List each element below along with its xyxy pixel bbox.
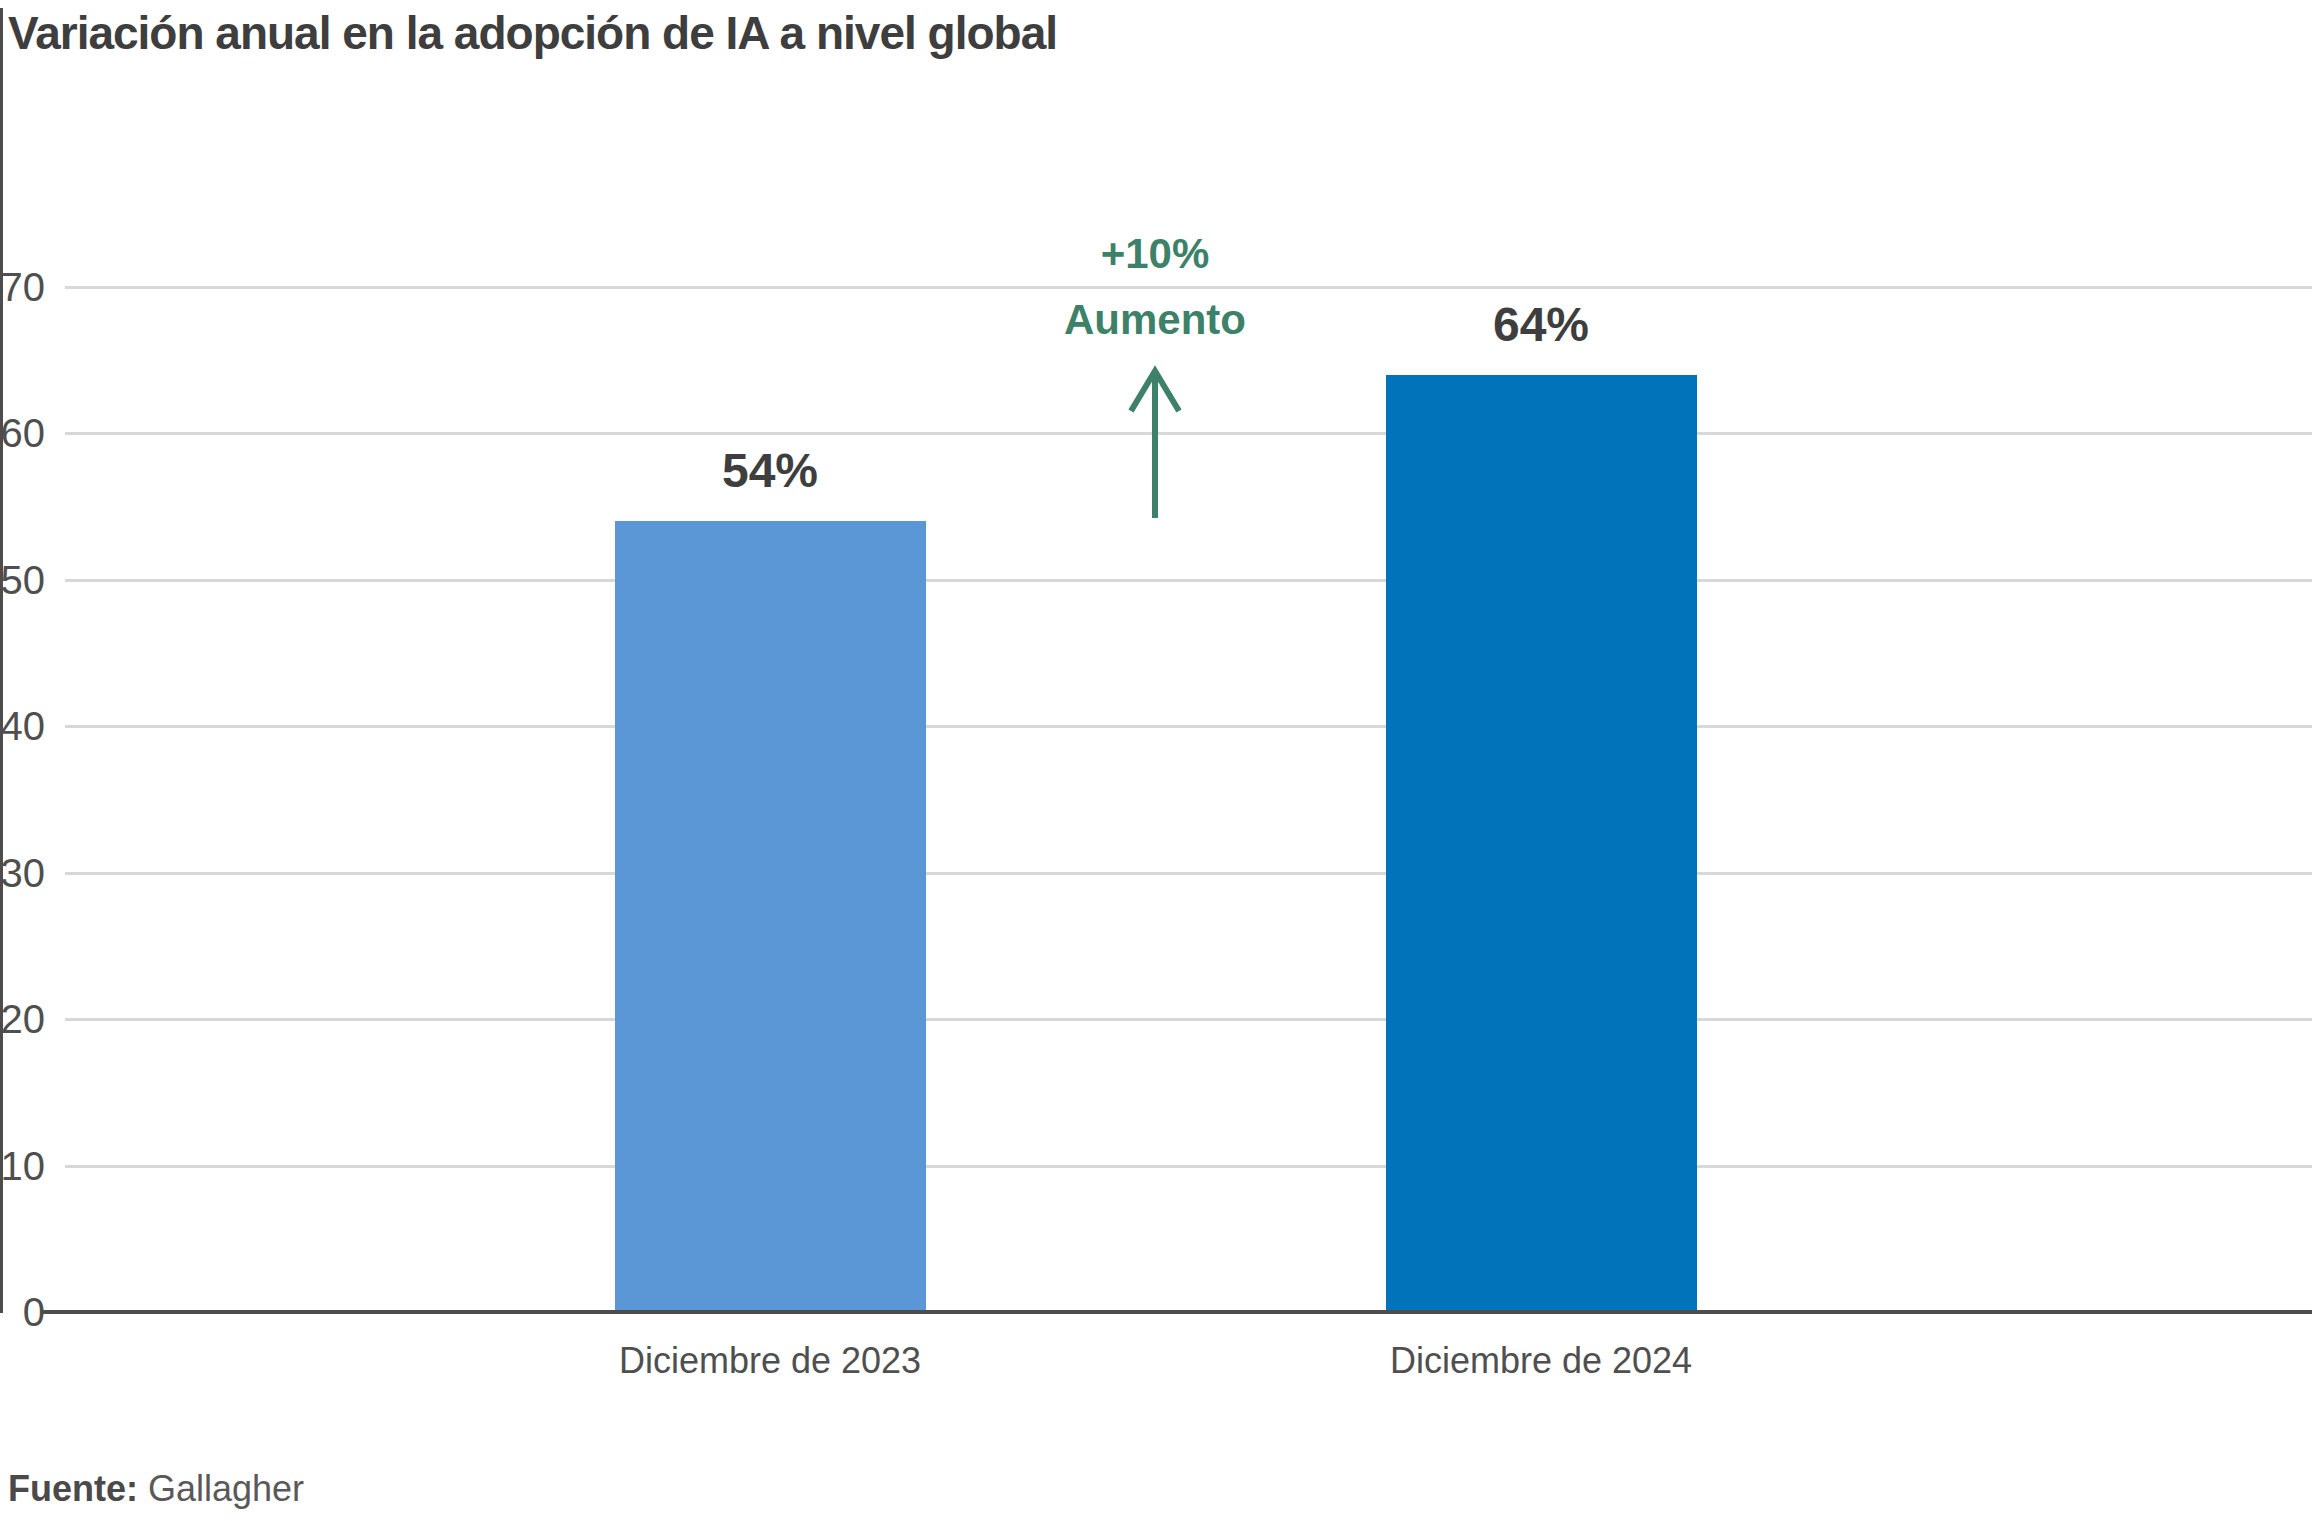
x-category-label: Diciembre de 2023 (490, 1340, 1050, 1382)
bar-diciembre-de-2023 (615, 521, 926, 1312)
chart-title: Variación anual en la adopción de IA a n… (8, 6, 1057, 60)
y-tick-label-30: 30 (0, 848, 45, 898)
y-tick-label-60: 60 (0, 408, 45, 458)
source-value: Gallagher (138, 1468, 304, 1509)
bar-value-label: 64% (1381, 297, 1701, 352)
gridline-70 (65, 286, 2312, 289)
y-tick-label-20: 20 (0, 994, 45, 1044)
source-note: Fuente: Gallagher (8, 1468, 304, 1510)
gridline-10 (65, 1165, 2312, 1168)
gridline-20 (65, 1018, 2312, 1021)
bar-diciembre-de-2024 (1386, 375, 1697, 1312)
y-tick-label-0: 0 (0, 1287, 45, 1337)
source-label: Fuente: (8, 1468, 138, 1509)
y-tick-label-40: 40 (0, 701, 45, 751)
chart-container: Variación anual en la adopción de IA a n… (0, 0, 2312, 1521)
x-axis-line (42, 1310, 2312, 1314)
annotation-delta-label: +10% (955, 230, 1355, 278)
y-axis-line (0, 8, 3, 1313)
y-tick-label-70: 70 (0, 262, 45, 312)
gridline-40 (65, 725, 2312, 728)
x-category-label: Diciembre de 2024 (1261, 1340, 1821, 1382)
annotation-increase-label: Aumento (955, 296, 1355, 344)
gridline-50 (65, 579, 2312, 582)
y-tick-label-50: 50 (0, 555, 45, 605)
increase-arrow-icon (1110, 363, 1200, 523)
y-tick-label-10: 10 (0, 1141, 45, 1191)
bar-value-label: 54% (610, 443, 930, 498)
gridline-30 (65, 872, 2312, 875)
